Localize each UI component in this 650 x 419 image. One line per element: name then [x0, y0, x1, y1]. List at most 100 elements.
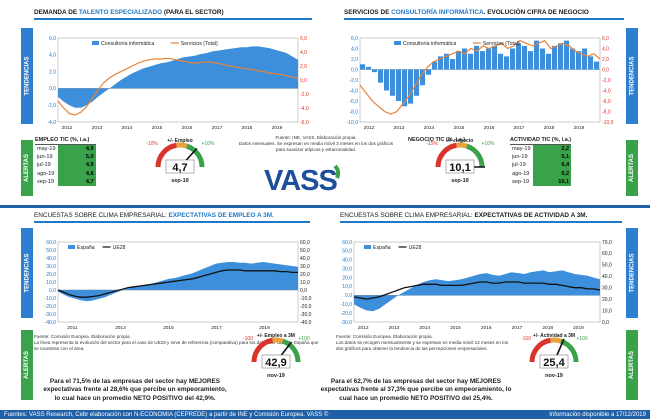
y-tick-left: -40,0 [45, 320, 57, 326]
y-tick-left: 6,0 [351, 36, 358, 42]
y-tick-left: -2,0 [349, 78, 358, 84]
gauge-caption: +/- Empleo [167, 138, 192, 144]
bar [498, 53, 504, 70]
y-tick-left: 4,0 [351, 46, 358, 52]
tab-tendencias[interactable]: TENDENCIAS [21, 228, 33, 318]
y-tick-left: 6,0 [49, 36, 56, 42]
y-tick-right: -6,0 [602, 99, 611, 105]
bar [534, 40, 540, 70]
y-tick-left: -20,0 [45, 304, 57, 310]
tab-tendencias[interactable]: TENDENCIAS [626, 228, 638, 318]
x-tick: 2019 [574, 125, 585, 131]
y-tick-right: 6,0 [300, 36, 307, 42]
gauge-period: sep-19 [451, 178, 468, 184]
y-tick-right: -4,0 [602, 88, 611, 94]
plot-frame [359, 37, 601, 123]
x-tick: 2018 [542, 325, 553, 331]
gauge-caption: +/- negocio [447, 138, 474, 144]
gauge-period: nov-19 [267, 373, 285, 379]
y-tick-left: -2,0 [47, 103, 56, 109]
gauge-value: 25,4 [543, 357, 565, 369]
y-tick-right: 40,0 [602, 274, 612, 280]
tab-tendencias[interactable]: TENDENCIAS [21, 28, 33, 124]
y-tick-left: 40,0 [46, 256, 56, 262]
title-underline [340, 221, 622, 223]
gauge-value: 4,7 [172, 162, 187, 174]
bar [372, 69, 378, 73]
bar [438, 56, 444, 70]
y-tick-right: 30,0 [300, 264, 310, 270]
bar [474, 45, 480, 70]
line-series [57, 57, 299, 116]
x-tick: 2018 [242, 125, 253, 131]
y-tick-left: -4,0 [349, 88, 358, 94]
y-tick-left: -20,0 [341, 311, 353, 317]
chart-talento: -4,0 -2,0 0,0 2,0 4,0 6,0 -6,0 -4,0 -2,0 0,0 2,0 4,… [47, 36, 309, 131]
source-note: Fuente: INE, VASS. Elaboración propia. D… [238, 135, 394, 153]
bar [456, 51, 462, 70]
bar [582, 48, 588, 70]
tab-alertas[interactable]: ALERTAS [626, 330, 638, 400]
y-tick-left: 10,0 [46, 280, 56, 286]
bar [396, 69, 402, 101]
gauge-min: -100 [521, 336, 531, 342]
gauge-max: +10% [482, 141, 495, 147]
table-row: ago-19 0,2 [512, 169, 572, 178]
bar [576, 51, 582, 70]
gauge-caption: +/- Actividad a 3M [533, 333, 575, 339]
gauge-value: 42,9 [265, 357, 286, 369]
y-tick-left: -10,0 [347, 120, 359, 126]
x-tick: 2013 [389, 325, 400, 331]
y-tick-right: 10,0 [300, 280, 310, 286]
bar [450, 59, 456, 70]
legend-label: España [77, 245, 95, 251]
footer: Fuentes: VASS Research, Cebr elaboración… [0, 410, 650, 419]
y-tick-left: -4,0 [47, 120, 56, 126]
y-tick-left: -10,0 [341, 302, 353, 308]
gauge-empleo: -10% +10% +/- Empleo 4,7 sep-19 [146, 138, 215, 184]
x-tick: 2019 [259, 325, 270, 331]
x-tick: 2015 [454, 125, 465, 131]
tab-alertas[interactable]: ALERTAS [626, 140, 638, 196]
gauge-arc [176, 142, 188, 149]
tab-tendencias[interactable]: TENDENCIAS [626, 28, 638, 124]
tab-alertas[interactable]: ALERTAS [21, 140, 33, 196]
y-tick-right: -10,0 [300, 296, 312, 302]
gauge-max: +10% [202, 141, 215, 147]
gauge-arc [185, 143, 205, 168]
y-tick-right: -20,0 [300, 304, 312, 310]
bar [492, 45, 498, 70]
logo-swoosh [333, 164, 341, 179]
y-tick-right: -4,0 [300, 106, 309, 112]
table-header: ACTIVIDAD TIC (%, i.a.) [510, 137, 572, 145]
gauge-min: -10% [146, 141, 158, 147]
y-tick-left: 2,0 [49, 69, 56, 75]
gauge-period: sep-19 [171, 178, 188, 184]
x-tick: 2017 [512, 325, 523, 331]
gauge-arc [529, 337, 552, 363]
gauge-period: nov-19 [545, 373, 563, 379]
x-tick: 2019 [272, 125, 283, 131]
y-tick-left: -8,0 [349, 109, 358, 115]
legend-label: Servicios (Total) [483, 41, 520, 47]
legend-label: Consultoría informática [403, 41, 456, 47]
tab-alertas[interactable]: ALERTAS [21, 330, 33, 400]
table-row: jul-19 6,4 [512, 161, 572, 170]
y-tick-right: 6,0 [602, 36, 609, 42]
legend-label: Consultoría informática [101, 41, 154, 47]
y-tick-left: -6,0 [349, 99, 358, 105]
legend-swatch [68, 245, 75, 249]
panel-title: ENCUESTAS SOBRE CLIMA EMPRESARIAL: EXPEC… [340, 212, 588, 219]
bar [462, 48, 468, 70]
panel-title: SERVICIOS DE CONSULTORÍA INFORMÁTICA. EV… [344, 9, 589, 16]
bar [552, 45, 558, 70]
x-tick: 2011 [67, 325, 78, 331]
gauge-value-box [445, 159, 475, 174]
table-row: sep-19 10,1 [512, 177, 572, 187]
legend-label: UE28 [409, 245, 422, 251]
y-tick-left: 10,0 [342, 284, 352, 290]
logo-mark: VASS [264, 164, 341, 197]
y-tick-right: 20,0 [300, 272, 310, 278]
y-tick-right: 20,0 [602, 297, 612, 303]
vass-logo: VASS [258, 160, 348, 197]
